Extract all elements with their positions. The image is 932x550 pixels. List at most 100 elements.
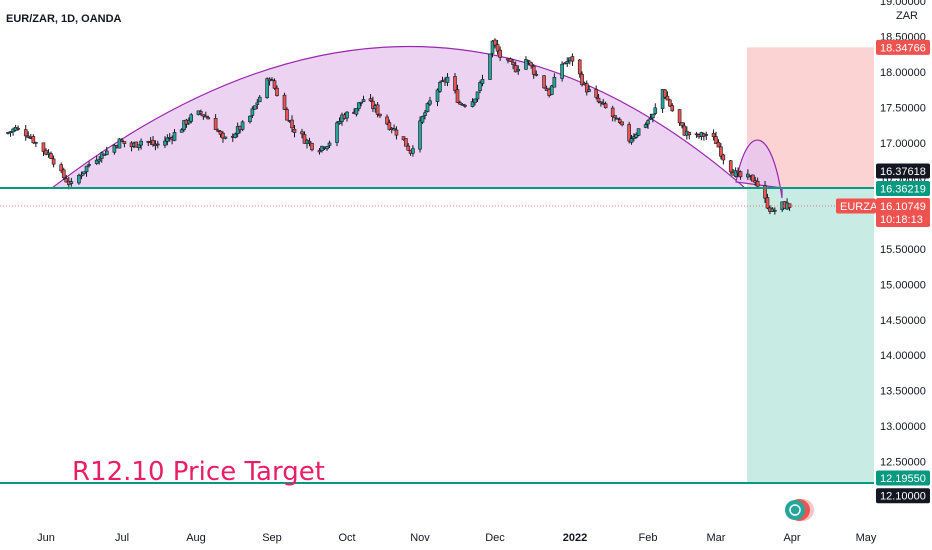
candle <box>34 141 38 148</box>
price-target-annotation: R12.10 Price Target <box>72 457 325 487</box>
candle <box>513 61 518 73</box>
candle <box>213 114 218 130</box>
candle <box>490 40 495 58</box>
small-rounding-top-pattern[interactable] <box>735 139 783 199</box>
candle <box>445 73 450 87</box>
time-tick-label: Nov <box>410 532 430 544</box>
candle <box>702 132 706 141</box>
candle <box>613 115 617 122</box>
candle <box>77 173 81 185</box>
time-tick-label: Aug <box>186 532 206 544</box>
candle <box>84 165 89 177</box>
candle <box>738 170 743 180</box>
target-line-tag: 12.19550 <box>876 470 930 486</box>
candle <box>596 94 601 104</box>
candle <box>404 138 408 147</box>
candle <box>478 80 482 94</box>
candle <box>711 129 716 141</box>
candle <box>257 95 262 103</box>
svg-text:10:18:13: 10:18:13 <box>880 214 923 226</box>
svg-text:12.19550: 12.19550 <box>880 473 926 485</box>
candle <box>182 120 186 132</box>
candle <box>680 122 684 129</box>
candle <box>41 142 46 157</box>
candle <box>773 207 777 215</box>
candle <box>542 75 546 89</box>
candle <box>156 140 160 149</box>
rounding-top-pattern[interactable] <box>50 46 747 189</box>
candle <box>49 151 53 160</box>
price-tick-label: 17.50000 <box>880 102 926 114</box>
symbol-tag: EURZAR <box>836 198 885 214</box>
candle <box>488 53 492 81</box>
candle <box>337 117 342 125</box>
candle <box>406 143 411 151</box>
candle <box>82 171 86 176</box>
candle <box>721 153 726 165</box>
chart-title: EUR/ZAR, 1D, OANDA <box>6 13 122 25</box>
candle <box>325 145 329 151</box>
candle <box>354 107 359 117</box>
candle <box>508 57 513 62</box>
price-tick-label: 17.00000 <box>880 138 926 150</box>
candle <box>682 122 687 136</box>
candle <box>272 78 277 90</box>
candle <box>714 131 718 144</box>
candle <box>327 140 332 149</box>
candle <box>359 101 363 107</box>
candle <box>335 121 339 147</box>
candle <box>534 70 539 77</box>
target-tag: 12.10000 <box>876 488 930 504</box>
candle <box>290 115 294 133</box>
candle <box>577 59 582 78</box>
candle <box>531 64 536 79</box>
candle <box>307 137 312 147</box>
candle <box>643 122 648 129</box>
candle <box>704 131 709 141</box>
support-tag: 16.36219 <box>876 180 930 196</box>
candle <box>552 73 557 88</box>
candle <box>411 145 415 157</box>
candle <box>620 121 624 127</box>
candle <box>136 144 141 151</box>
candle <box>216 128 220 133</box>
candle <box>463 103 467 108</box>
candle <box>636 128 641 137</box>
candle <box>265 77 269 99</box>
candle <box>660 89 665 113</box>
candle <box>187 117 191 126</box>
candle <box>511 58 515 70</box>
candle <box>368 94 373 103</box>
candle <box>201 114 206 120</box>
candle <box>765 193 770 210</box>
time-tick-label: Jun <box>37 532 55 544</box>
candle <box>392 124 396 131</box>
price-tick-label: 13.00000 <box>880 421 926 433</box>
candle <box>694 131 699 138</box>
candle <box>580 71 584 87</box>
chart-logo[interactable] <box>785 499 814 521</box>
candle <box>44 148 48 156</box>
entry-tag: 16.37618 <box>876 163 930 179</box>
svg-text:16.10749: 16.10749 <box>880 201 926 213</box>
candle <box>425 102 430 113</box>
price-tick-label: 19.00000 <box>880 0 926 8</box>
candle <box>549 84 554 96</box>
candle <box>139 138 143 150</box>
candle <box>677 109 682 126</box>
candle <box>480 74 485 87</box>
candle <box>458 100 462 105</box>
time-axis[interactable]: Jun Jul Aug Sep Oct Nov Dec 2022 Feb Mar Apr May <box>37 532 877 544</box>
candle <box>560 61 564 82</box>
candle <box>670 103 675 112</box>
candle <box>69 177 74 187</box>
currency-label: ZAR <box>896 10 918 22</box>
svg-text:EURZAR: EURZAR <box>840 201 885 213</box>
candle <box>122 141 127 148</box>
svg-text:16.36219: 16.36219 <box>880 183 926 195</box>
candle <box>310 142 314 152</box>
candle <box>275 85 279 97</box>
price-tick-label: 15.00000 <box>880 279 926 291</box>
take-profit-zone[interactable] <box>747 186 874 483</box>
